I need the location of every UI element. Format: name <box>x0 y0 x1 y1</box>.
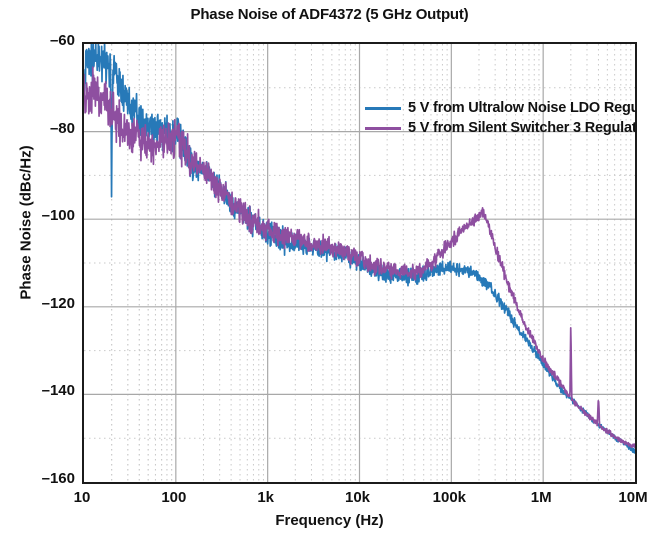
x-tick-10k: 10k <box>344 489 371 506</box>
legend-item-2: 5 V from Silent Switcher 3 Regulator <box>365 118 637 138</box>
x-tick-1k: 1k <box>257 489 274 506</box>
plot-area: 5 V from Ultralow Noise LDO Regulator 5 V… <box>82 42 637 484</box>
series-line-2 <box>84 66 635 449</box>
x-tick-1M: 1M <box>530 489 552 506</box>
x-tick-100: 100 <box>161 489 187 506</box>
legend-swatch-icon <box>365 106 401 110</box>
page-title: Phase Noise of ADF4372 (5 GHz Output) <box>190 6 469 23</box>
y-tick--60: –60 <box>49 32 75 49</box>
legend-swatch-icon <box>365 126 401 130</box>
x-tick-10M: 10M <box>618 489 648 506</box>
x-tick-10: 10 <box>73 489 91 506</box>
x-tick-100k: 100k <box>432 489 467 506</box>
data-series-group <box>84 44 635 454</box>
y-tick--160: –160 <box>41 470 75 487</box>
chart-legend: 5 V from Ultralow Noise LDO Regulator 5 V… <box>365 98 637 138</box>
x-axis-label: Frequency (Hz) <box>275 512 384 529</box>
plot-svg <box>84 44 635 482</box>
y-tick--80: –80 <box>49 119 75 137</box>
y-tick--120: –120 <box>41 294 75 312</box>
y-tick--140: –140 <box>41 382 75 400</box>
legend-item-1: 5 V from Ultralow Noise LDO Regulator <box>365 98 637 118</box>
legend-label: 5 V from Ultralow Noise LDO Regulator <box>408 100 637 116</box>
legend-label: 5 V from Silent Switcher 3 Regulator <box>408 120 637 136</box>
y-tick--100: –100 <box>41 207 75 225</box>
